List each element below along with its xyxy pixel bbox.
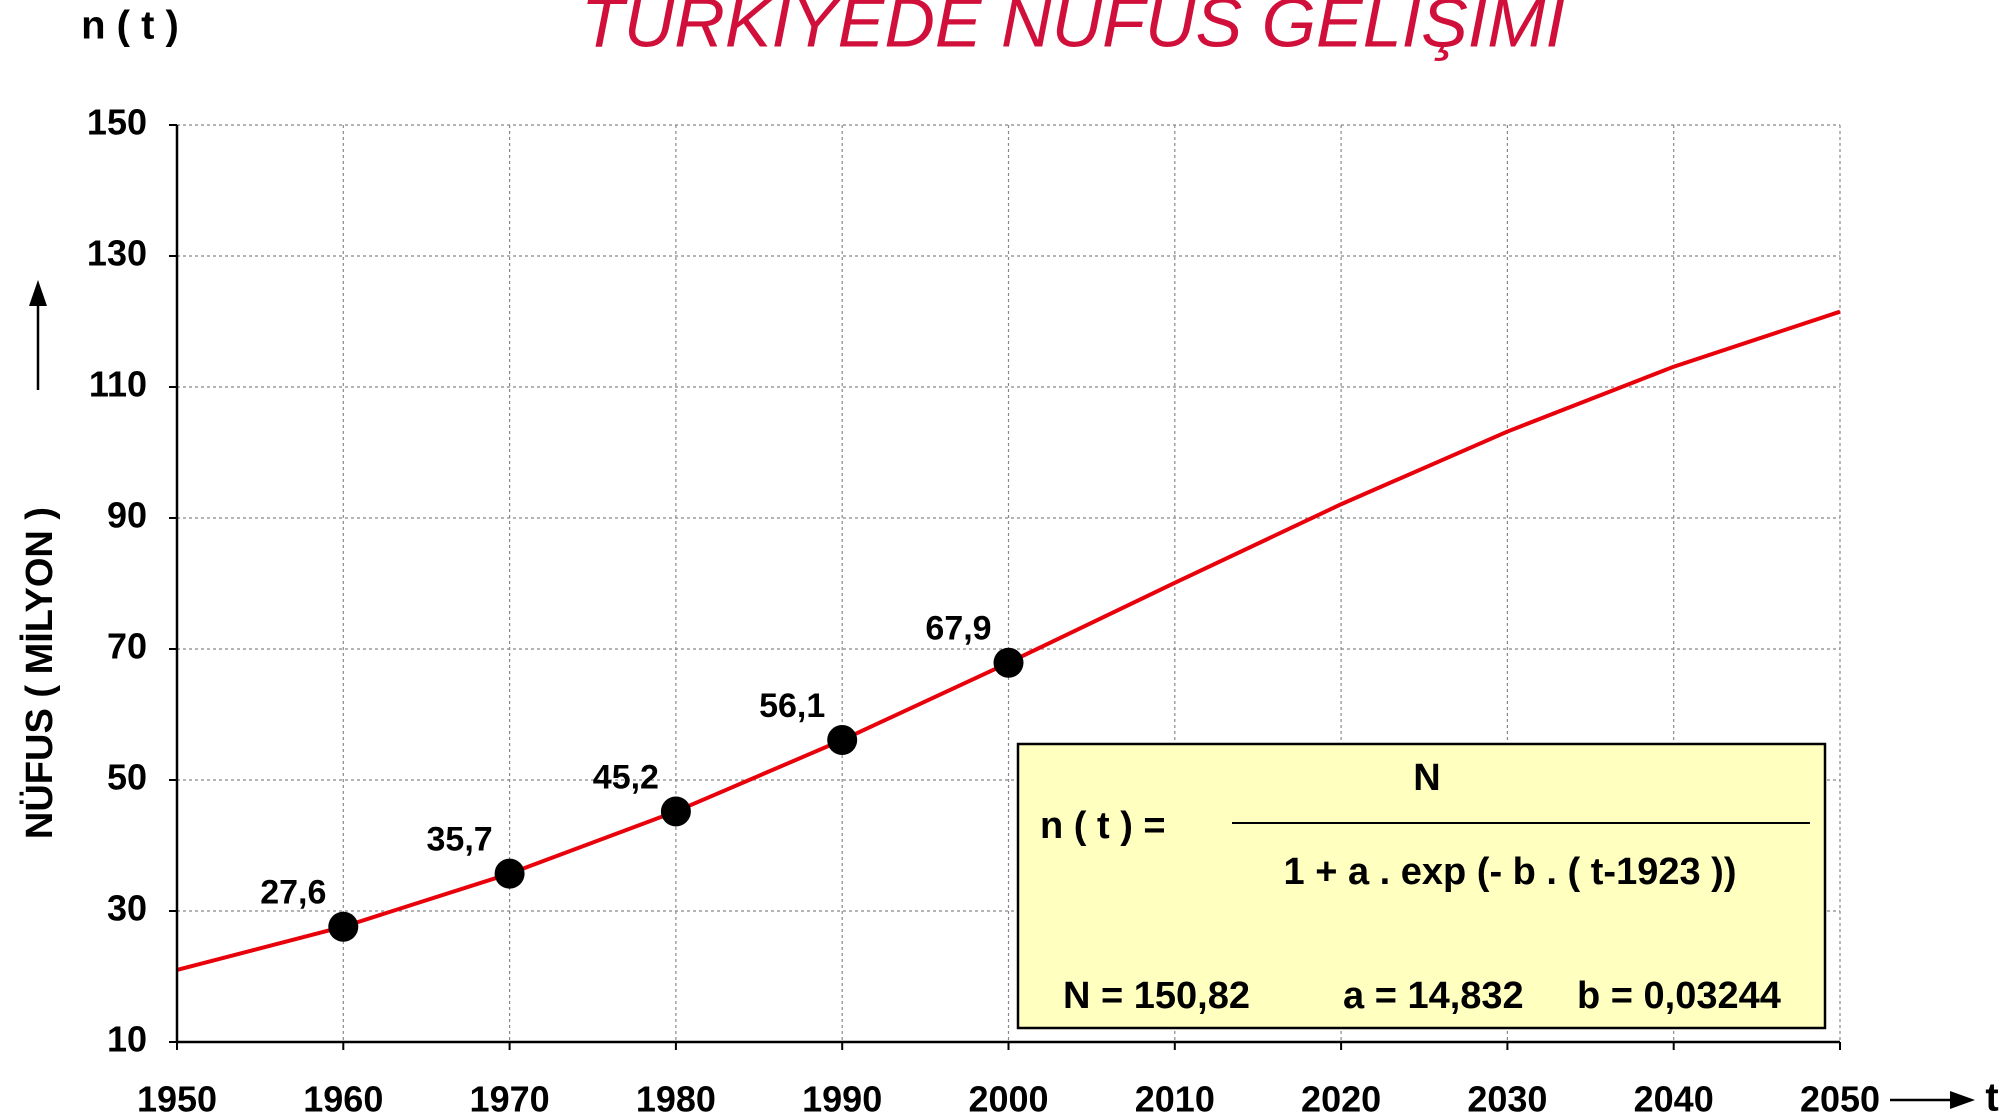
y-tick-label: 90 (107, 495, 147, 536)
x-tick-label: 2010 (1135, 1079, 1215, 1119)
data-label: 35,7 (427, 821, 493, 859)
data-point (827, 725, 858, 756)
y-tick-label: 70 (107, 626, 147, 667)
x-tick-label: 2030 (1467, 1079, 1547, 1119)
param: a = 14,832 (1343, 975, 1524, 1017)
x-tick-label: 2050 (1800, 1079, 1880, 1119)
data-point (660, 796, 691, 827)
x-tick-label: 1970 (470, 1079, 550, 1119)
formula-box: n ( t ) = N 1 + a . exp (- b . ( t-1923 … (1016, 742, 1827, 1030)
data-label: 27,6 (260, 874, 326, 912)
data-point (328, 911, 359, 942)
y-tick-label: 30 (107, 888, 147, 929)
x-tick-label: 1960 (303, 1079, 383, 1119)
x-tick-label: 1950 (137, 1079, 217, 1119)
param: b = 0,03244 (1577, 975, 1781, 1017)
formula-lhs: n ( t ) = (1040, 805, 1166, 847)
y-top-label: n ( t ) (81, 4, 179, 48)
data-label: 67,9 (925, 610, 991, 648)
y-tick-label: 150 (87, 102, 147, 143)
data-point (993, 647, 1024, 678)
x-tick-label: 2040 (1634, 1079, 1714, 1119)
data-point (494, 858, 525, 889)
y-arrow-head (29, 280, 47, 306)
y-tick-label: 110 (89, 364, 147, 405)
y-tick-label: 50 (107, 757, 147, 798)
param: N = 150,82 (1063, 975, 1250, 1017)
formula-denominator: 1 + a . exp (- b . ( t-1923 )) (1284, 851, 1737, 893)
data-label: 56,1 (759, 687, 825, 725)
y-axis-label: NÜFUS ( MİLYON ) (18, 507, 61, 839)
y-tick-label: 10 (107, 1019, 147, 1060)
formula-background (1016, 742, 1827, 1030)
plot-area: 10 30 50 70 90 110 130 150 1950 1960 1970 1980 1990 2… (87, 102, 1880, 1119)
x-tick-label: 1980 (636, 1079, 716, 1119)
x-arrow-head (1950, 1091, 1975, 1109)
chart-title: TÜRKİYEDE NÜFUS GELİŞİMİ (581, 0, 1567, 61)
x-tick-label: 2000 (968, 1079, 1048, 1119)
y-tick-label: 130 (87, 233, 147, 274)
formula-numerator: N (1413, 757, 1440, 799)
x-tick-label: 2020 (1301, 1079, 1381, 1119)
x-tick-label: 1990 (802, 1079, 882, 1119)
x-axis-label: t (1985, 1076, 1998, 1119)
data-label: 45,2 (593, 758, 659, 796)
